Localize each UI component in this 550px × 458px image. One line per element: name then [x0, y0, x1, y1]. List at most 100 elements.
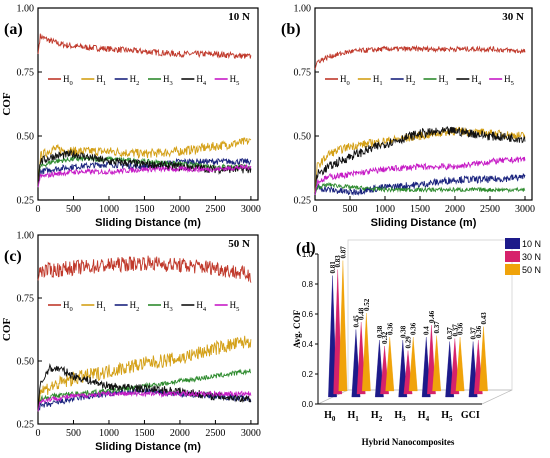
legend-label-h0: H0 — [63, 300, 73, 313]
series-line-h5 — [37, 163, 252, 188]
y-tick-label: 0.2 — [302, 370, 314, 379]
x-tick-label: 2500 — [480, 204, 500, 215]
legend-label-h5: H5 — [504, 74, 514, 87]
x-tick-label: 2500 — [205, 428, 225, 439]
legend-label-h2: H2 — [406, 74, 416, 87]
plot-frame — [37, 234, 259, 425]
series-line-h5 — [37, 389, 252, 412]
legend-label-h0: H0 — [340, 74, 350, 87]
y-tick-label: 0.0 — [302, 400, 314, 409]
legend: H0 H1 H2 H3 H4 H5 — [48, 300, 239, 313]
y-tick-label: 0.8 — [302, 280, 314, 289]
y-tick-label: 0.75 — [294, 68, 312, 79]
bar-value-label: 0.37 — [451, 324, 459, 337]
bar-value-label: 0.36 — [475, 325, 483, 338]
bar-gci-50n — [479, 326, 488, 392]
bar-value-label: 0.36 — [386, 322, 394, 335]
y-tick-label: 1.00 — [17, 4, 35, 15]
legend: H0 H1 H2 H3 H4 H5 — [48, 74, 239, 87]
x-axis-label: Sliding Distance (m) — [95, 217, 201, 229]
bar-value-label: 0.36 — [457, 322, 465, 335]
legend-swatch — [505, 238, 520, 249]
bar-value-label: 0.45 — [352, 315, 360, 328]
series-line-h3 — [314, 181, 526, 196]
bar-h3-50n — [408, 336, 418, 392]
y-tick-label: 1.00 — [294, 4, 312, 15]
series-line-h0 — [37, 255, 252, 283]
legend-label-h4: H4 — [196, 300, 207, 313]
legend-label: 50 N — [522, 265, 541, 275]
category-label: H1 — [348, 410, 360, 423]
legend: 10 N 30 N 50 N — [505, 238, 541, 275]
bar-value-label: 0.37 — [433, 321, 441, 334]
legend-label-h1: H1 — [373, 74, 383, 87]
bar-value-label: 0.81 — [329, 261, 337, 274]
legend-label: 10 N — [522, 239, 541, 249]
legend: H0 H1 H2 H3 H4 H5 — [325, 74, 514, 87]
x-axis-label: Sliding Distance (m) — [95, 441, 201, 453]
x-tick-label: 500 — [66, 204, 81, 215]
bar-value-label: 0.38 — [376, 325, 384, 338]
legend-label-h3: H3 — [163, 74, 173, 87]
legend-label-h1: H1 — [96, 74, 106, 87]
legend-label-h5: H5 — [230, 74, 240, 87]
x-axis-label: Sliding Distance (m) — [371, 217, 477, 229]
series-line-h0 — [314, 44, 526, 70]
category-label: GCI — [461, 410, 480, 421]
legend-label: 30 N — [522, 252, 541, 262]
y-tick-label: 0.50 — [294, 132, 312, 143]
series-line-h5 — [314, 155, 526, 195]
bar-h0-50n — [338, 260, 348, 392]
load-annotation: 50 N — [228, 238, 250, 250]
y-tick-label: 0.25 — [17, 420, 35, 431]
x-tick-label: 1500 — [134, 428, 154, 439]
x-tick-label: 1500 — [134, 204, 154, 215]
series-line-h1 — [37, 137, 252, 188]
series-line-h2 — [37, 387, 252, 412]
x-tick-label: 1000 — [375, 204, 395, 215]
x-tick-label: 3000 — [241, 428, 261, 439]
panel-label: (a) — [4, 21, 23, 38]
y-tick-label: 0.50 — [17, 132, 35, 143]
legend-label-h2: H2 — [130, 74, 140, 87]
x-tick-label: 2000 — [445, 204, 465, 215]
bar-h1-50n — [361, 312, 371, 392]
line-panel-2: 0 500 1000 1500 2000 2500 3000 0.25 0.50 0.75 1.00… — [281, 4, 535, 230]
series-line-h0 — [37, 33, 252, 60]
y-tick-label: 1.0 — [302, 250, 314, 259]
bar-panel: (d) 0.0 0.2 0.4 0.6 0.8 1.0 Avg. COF 0.810.830.8… — [292, 238, 541, 447]
x-axis-label: Hybrid Nanocomposites — [362, 437, 455, 447]
category-label: H5 — [441, 410, 453, 423]
plot-frame — [314, 7, 533, 201]
legend-swatch — [505, 251, 520, 262]
y-axis-label: COF — [1, 318, 13, 342]
category-label: H3 — [394, 410, 406, 423]
panel-label: (b) — [281, 21, 301, 38]
series-line-h4 — [37, 362, 252, 412]
x-tick-label: 500 — [66, 428, 81, 439]
bar-value-label: 0.37 — [470, 327, 478, 340]
bar-value-label: 0.4 — [423, 326, 431, 335]
x-tick-label: 1500 — [410, 204, 430, 215]
x-tick-label: 0 — [36, 204, 41, 215]
line-panel-3: 0 500 1000 1500 2000 2500 3000 0.25 0.50 0.75 1.00… — [1, 231, 261, 454]
bar-value-label: 0.29 — [405, 336, 413, 349]
x-tick-label: 2500 — [205, 204, 225, 215]
bar-value-label: 0.37 — [446, 327, 454, 340]
legend-label-h5: H5 — [230, 300, 240, 313]
x-tick-label: 3000 — [241, 204, 261, 215]
panel-label: (c) — [4, 248, 22, 265]
x-tick-label: 500 — [343, 204, 358, 215]
legend-label-h4: H4 — [196, 74, 207, 87]
series-line-h3 — [37, 155, 252, 188]
category-label: H2 — [371, 410, 383, 423]
series-line-h4 — [314, 125, 526, 195]
bar-value-label: 0.83 — [334, 255, 342, 268]
y-tick-label: 1.00 — [17, 231, 35, 242]
panel-label: (d) — [296, 240, 316, 257]
bar-value-label: 0.46 — [428, 310, 436, 323]
series-line-h1 — [37, 335, 252, 412]
category-label: H4 — [418, 410, 430, 423]
